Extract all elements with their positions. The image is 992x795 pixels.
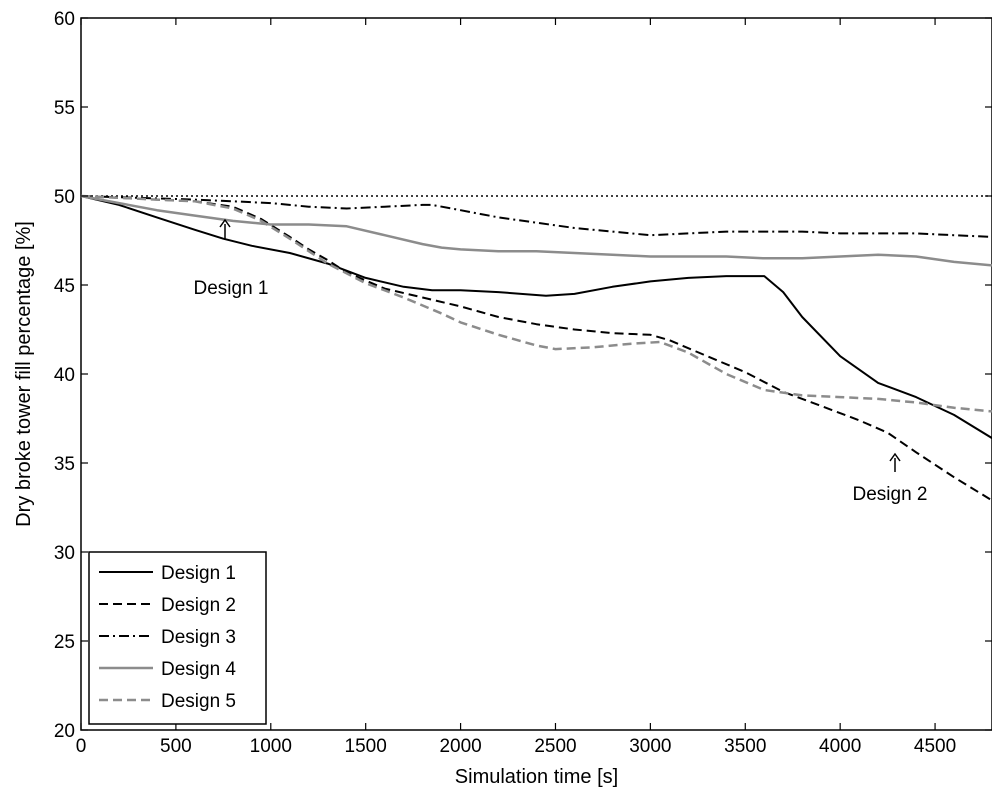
legend-label-1: Design 1 bbox=[161, 563, 236, 584]
legend-box bbox=[88, 551, 267, 725]
y-tick-label: 50 bbox=[54, 187, 75, 208]
axes: 0 500 1000 1500 2000 2500 3000 3500 4000 4500 20 25… bbox=[54, 9, 992, 757]
series-line-1 bbox=[80, 195, 992, 439]
y-axis-label: Dry broke tower fill percentage [%] bbox=[13, 221, 35, 527]
annotation-label: Design 2 bbox=[853, 484, 928, 505]
x-tick-label: 4500 bbox=[914, 736, 956, 757]
x-tick-label: 4000 bbox=[819, 736, 861, 757]
y-tick-label: 45 bbox=[54, 276, 75, 297]
y-tick-label: 60 bbox=[54, 9, 75, 30]
y-tick-label: 55 bbox=[54, 98, 75, 119]
y-tick-label: 40 bbox=[54, 365, 75, 386]
x-tick-label: 0 bbox=[76, 736, 87, 757]
legend-label-3: Design 3 bbox=[161, 627, 236, 648]
x-tick-label: 3500 bbox=[724, 736, 766, 757]
annotation-arrow-head bbox=[889, 452, 901, 462]
y-tick-label: 30 bbox=[54, 543, 75, 564]
series-line-5 bbox=[80, 194, 992, 413]
legend: Design 1 Design 2 Design 3 Design 4 Design 5 bbox=[88, 551, 267, 725]
y-tick-label: 25 bbox=[54, 632, 75, 653]
x-axis-label: Simulation time [s] bbox=[455, 766, 618, 788]
x-tick-label: 1500 bbox=[345, 736, 387, 757]
series-line-4 bbox=[80, 194, 992, 267]
annotation-arrow-head bbox=[219, 218, 231, 228]
legend-label-4: Design 4 bbox=[161, 659, 236, 680]
annotation-label: Design 1 bbox=[194, 278, 269, 299]
legend-label-2: Design 2 bbox=[161, 595, 236, 616]
y-tick-label: 35 bbox=[54, 454, 75, 475]
x-tick-label: 3000 bbox=[629, 736, 671, 757]
annotations: Design 1 Design 2 bbox=[194, 218, 928, 505]
series-group bbox=[80, 194, 992, 502]
x-tick-label: 500 bbox=[160, 736, 192, 757]
series-line-3 bbox=[80, 195, 992, 238]
x-tick-label: 2500 bbox=[534, 736, 576, 757]
x-tick-label: 1000 bbox=[250, 736, 292, 757]
x-tick-label: 2000 bbox=[439, 736, 481, 757]
series-line-2 bbox=[80, 195, 992, 502]
legend-label-5: Design 5 bbox=[161, 691, 236, 712]
y-tick-label: 20 bbox=[54, 721, 75, 742]
